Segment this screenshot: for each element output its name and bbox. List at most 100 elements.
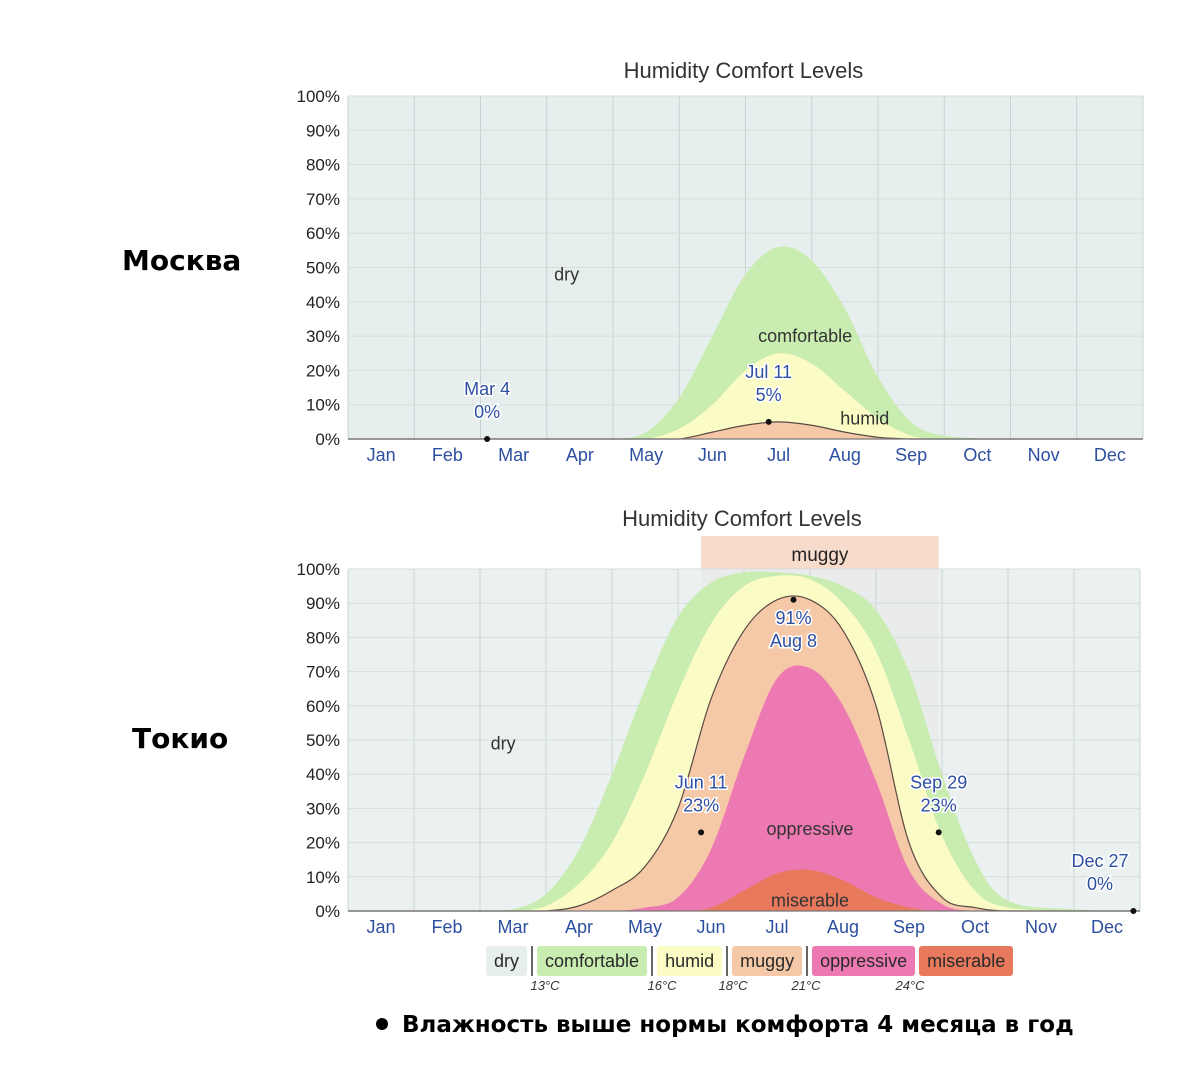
muggy-period-band <box>701 536 939 569</box>
annotation-label: Sep 29 <box>910 772 967 792</box>
y-tick-label: 20% <box>306 834 340 853</box>
annotation-label: 23% <box>921 795 957 815</box>
annotation-label: 91% <box>775 608 811 628</box>
y-tick-label: 90% <box>306 594 340 613</box>
annotation-label: 0% <box>474 402 500 422</box>
footnote: Влажность выше нормы комфорта 4 месяца в… <box>376 1012 1074 1038</box>
annotation-label: 5% <box>756 385 782 405</box>
annotation-label: 0% <box>1087 874 1113 894</box>
annotation-point <box>935 829 942 836</box>
y-tick-label: 10% <box>306 396 340 415</box>
x-tick-label: Feb <box>432 445 463 465</box>
y-tick-label: 30% <box>306 327 340 346</box>
y-tick-label: 0% <box>315 430 340 449</box>
city-label-moscow: Москва <box>122 244 242 277</box>
x-tick-label: Jul <box>765 917 788 937</box>
x-tick-label: Oct <box>963 445 991 465</box>
y-tick-label: 20% <box>306 361 340 380</box>
band-label-dry: dry <box>491 733 516 753</box>
x-tick-label: Dec <box>1094 445 1126 465</box>
y-tick-label: 0% <box>315 902 340 921</box>
threshold-21: 21°C <box>791 978 821 993</box>
annotation-label: Aug 8 <box>770 631 817 651</box>
legend-separator <box>651 946 654 976</box>
annotation-point <box>765 418 772 425</box>
x-tick-label: May <box>629 445 663 465</box>
x-tick-label: Apr <box>566 445 594 465</box>
x-tick-label: Oct <box>961 917 989 937</box>
x-tick-label: Sep <box>895 445 927 465</box>
annotation-label: Jul 11 <box>745 362 792 382</box>
chart-tokyo: Humidity Comfort Levels muggy 0% 10% 20% 30% 4… <box>297 506 1141 937</box>
band-label-humid: humid <box>840 408 889 428</box>
threshold-18: 18°C <box>718 978 748 993</box>
legend-oppressive: oppressive <box>812 946 916 976</box>
x-tick-label: Jun <box>696 917 725 937</box>
legend-separator <box>806 946 809 976</box>
legend-separator <box>531 946 534 976</box>
x-tick-label: Sep <box>893 917 925 937</box>
area-oppressive <box>348 665 1140 911</box>
band-label-miserable: miserable <box>771 891 849 911</box>
y-tick-label: 80% <box>306 156 340 175</box>
x-tick-label: Aug <box>827 917 859 937</box>
footnote-text: Влажность выше нормы комфорта 4 месяца в… <box>402 1012 1074 1038</box>
city-label-tokyo: Токио <box>132 722 229 755</box>
x-tick-label: Feb <box>431 917 462 937</box>
x-tick-label: Apr <box>565 917 593 937</box>
x-tick-label: May <box>628 917 662 937</box>
x-tick-label: Nov <box>1025 917 1057 937</box>
annotation-label: Jun 11 <box>675 772 728 792</box>
x-tick-label: Jan <box>367 445 396 465</box>
legend-dry: dry <box>486 946 528 976</box>
annotation-point <box>484 436 491 442</box>
chart-title: Humidity Comfort Levels <box>622 506 862 531</box>
x-tick-label: Mar <box>498 917 529 937</box>
y-tick-label: 100% <box>297 87 340 106</box>
annotation-point <box>790 596 797 603</box>
x-tick-label: Jan <box>366 917 395 937</box>
y-tick-label: 60% <box>306 224 340 243</box>
y-tick-label: 30% <box>306 799 340 818</box>
y-tick-label: 50% <box>306 731 340 750</box>
y-tick-label: 80% <box>306 628 340 647</box>
legend-humid: humid <box>657 946 723 976</box>
band-label-oppressive: oppressive <box>766 819 853 839</box>
annotation-label: Mar 4 <box>464 379 510 399</box>
chart-title: Humidity Comfort Levels <box>624 58 864 83</box>
x-tick-label: Jun <box>698 445 727 465</box>
legend-comfortable: comfortable <box>537 946 648 976</box>
legend-separator <box>726 946 729 976</box>
bullet-icon <box>376 1017 388 1030</box>
comfort-legend: dry comfortable humid muggy oppressive m… <box>486 946 1017 976</box>
band-label-comfortable: comfortable <box>758 326 852 346</box>
y-tick-label: 10% <box>306 868 340 887</box>
area-humid <box>348 353 1143 439</box>
y-tick-label: 100% <box>297 560 340 579</box>
y-tick-label: 70% <box>306 663 340 682</box>
x-tick-label: Aug <box>829 445 861 465</box>
x-tick-label: Dec <box>1091 917 1123 937</box>
x-tick-label: Nov <box>1028 445 1060 465</box>
chart-moscow: Humidity Comfort Levels 0% 10% 20% 30% 40% 50%… <box>297 58 1144 465</box>
x-tick-label: Jul <box>767 445 790 465</box>
y-tick-label: 40% <box>306 293 340 312</box>
area-muggy <box>348 421 1143 439</box>
legend-thresholds: 13°C 16°C 18°C 21°C 24°C <box>0 978 1200 998</box>
annotation-point <box>1130 908 1137 914</box>
area-muggy <box>348 595 1140 911</box>
y-tick-label: 70% <box>306 190 340 209</box>
muggy-period-label: muggy <box>791 545 849 566</box>
band-label-dry: dry <box>554 264 579 284</box>
annotation-point <box>698 829 705 836</box>
legend-miserable: miserable <box>919 946 1014 976</box>
threshold-24: 24°C <box>895 978 925 993</box>
y-tick-label: 50% <box>306 259 340 278</box>
y-tick-label: 40% <box>306 765 340 784</box>
area-comfortable <box>348 246 1143 439</box>
threshold-13: 13°C <box>530 978 560 993</box>
y-tick-label: 60% <box>306 697 340 716</box>
annotation-label: Dec 27 <box>1071 851 1128 871</box>
y-tick-label: 90% <box>306 121 340 140</box>
